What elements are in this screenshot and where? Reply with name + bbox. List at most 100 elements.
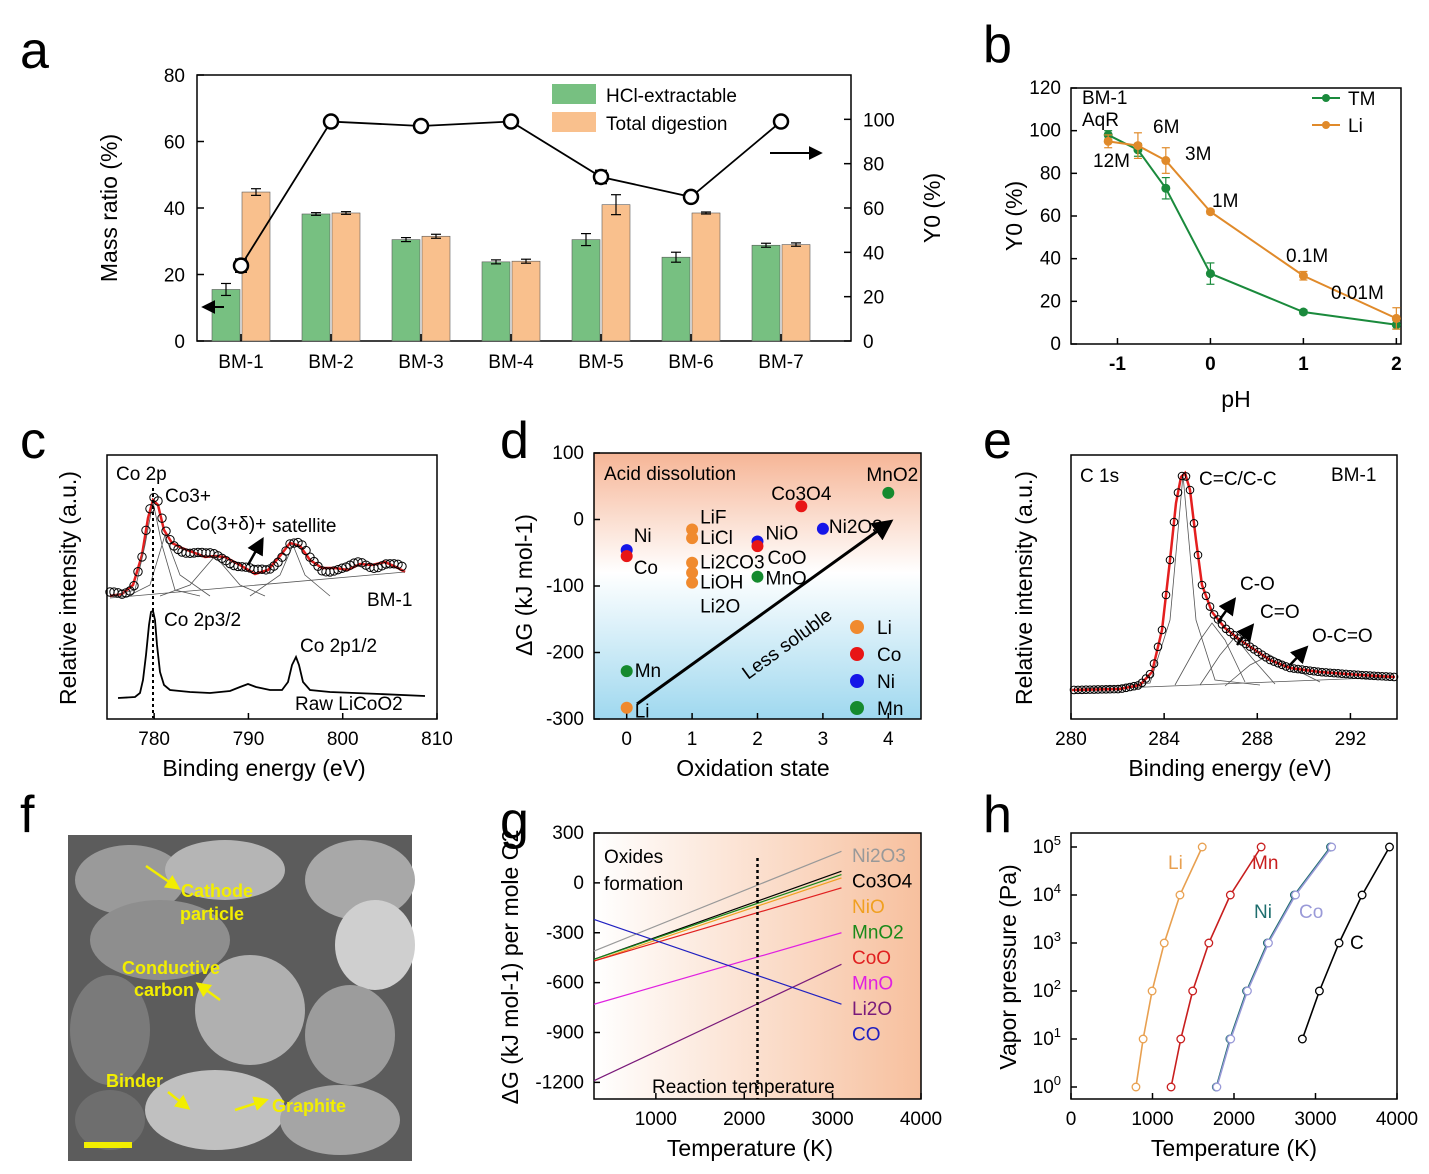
annot-aqr: AqR	[1082, 110, 1119, 131]
y-axis-label-g: ΔG (kJ mol-1) per mole O2	[497, 830, 523, 1105]
point-co	[620, 550, 633, 563]
ytick-label-g: -600	[546, 973, 584, 994]
ytick-label-b: 40	[1040, 249, 1061, 270]
legend-label-total: Total digestion	[606, 114, 727, 135]
panel-label-h: h	[983, 786, 1012, 844]
legend-label-mno: MnO	[852, 974, 893, 995]
baseline-c	[109, 571, 406, 599]
point-label: Li	[635, 702, 650, 723]
data-point-e	[1301, 665, 1311, 675]
panel-label-a: a	[20, 22, 49, 80]
ytick-label-g: 300	[552, 823, 584, 844]
annot-co2p32: Co 2p3/2	[164, 610, 241, 631]
chart-g: -1200 -900 -600 -300 0 300 1000 2000 3000 4000 Ox…	[497, 823, 942, 1161]
panel-label-c: c	[20, 412, 46, 470]
series-label-li: Li	[1168, 853, 1183, 874]
data-point-c	[141, 525, 151, 535]
point-li	[1391, 313, 1401, 323]
data-point-e	[1193, 550, 1203, 560]
panel-label-g: g	[500, 792, 529, 850]
annot-1m: 1M	[1212, 191, 1238, 212]
annot-co2p12: Co 2p1/2	[300, 636, 377, 657]
line-co	[1216, 846, 1333, 1088]
panel-label-b: b	[983, 16, 1012, 74]
point-label: Li2CO3	[700, 553, 764, 574]
data-point-e	[1157, 625, 1167, 635]
legend-label-co3o4: Co3O4	[852, 872, 913, 893]
plot-frame-h	[1070, 832, 1398, 1100]
y-axis-label-c: Relative intensity (a.u.)	[55, 471, 81, 705]
fit-component-3	[159, 555, 266, 597]
point-label: Co	[634, 558, 658, 579]
point-li	[1103, 136, 1113, 146]
data-point-c	[161, 526, 171, 536]
y0-point	[592, 168, 610, 186]
y2tick-label-a: 40	[863, 243, 884, 264]
panel-b-title: BM-1	[1082, 88, 1127, 109]
point-label: Li2O	[700, 597, 740, 618]
xtick-label-d: 1	[687, 729, 698, 750]
xtick-label-c: 780	[138, 729, 170, 750]
point-li	[1147, 986, 1157, 996]
point-label: Ni2O3	[829, 517, 883, 538]
ytick-label-h: 105	[1033, 833, 1061, 858]
plot-frame-e	[1070, 454, 1398, 720]
xtick-label-a: BM-2	[308, 352, 353, 373]
legend-label-hcl: HCl-extractable	[606, 86, 737, 107]
ytick-label-h: 101	[1033, 1025, 1061, 1050]
y-axis-label-e: Relative intensity (a.u.)	[1011, 471, 1037, 705]
plot-frame-c	[106, 454, 438, 720]
xtick-label-b: -1	[1109, 354, 1126, 375]
point-li2o	[686, 576, 699, 589]
data-point-c	[373, 562, 383, 573]
point-li	[1161, 156, 1171, 166]
line-mno2	[593, 873, 842, 960]
arrow-c-o-double	[1236, 623, 1255, 646]
y2tick-label-a: 20	[863, 288, 884, 309]
point-label: MnO	[766, 569, 807, 590]
point-co	[1212, 1082, 1222, 1092]
ytick-label-h: 100	[1033, 1073, 1061, 1098]
data-point-c	[281, 546, 291, 556]
sem-arrow-cathode	[145, 864, 181, 890]
particle-10	[280, 1085, 400, 1155]
point-c	[1385, 842, 1394, 852]
legend-label-ni: Ni	[877, 672, 895, 693]
point-li	[1133, 141, 1143, 151]
data-point-e	[1177, 471, 1187, 481]
bar-hcl	[211, 289, 241, 342]
line-nio	[593, 877, 842, 962]
data-point-e	[1289, 664, 1299, 673]
data-point-c	[145, 504, 155, 514]
xtick-label-h: 1000	[1131, 1109, 1173, 1130]
legend-label-co: CO	[852, 1025, 881, 1046]
xtick-label-a: BM-1	[218, 352, 263, 373]
xtick-label-d: 4	[883, 729, 894, 750]
data-point-c	[337, 563, 347, 573]
y0-point	[502, 113, 520, 130]
y-axis-label-b: Y0 (%)	[1001, 181, 1027, 251]
legend-label-tm: TM	[1348, 89, 1375, 110]
scale-bar	[84, 1142, 132, 1148]
point-c	[1334, 938, 1344, 948]
legend-marker-ni	[850, 674, 864, 688]
legend-label-co: Co	[877, 645, 901, 666]
y0-point	[772, 113, 790, 130]
legend-label-li: Li	[877, 618, 892, 639]
panel-label-e: e	[983, 412, 1012, 470]
ytick-label-g: -300	[546, 923, 584, 944]
point-c	[1314, 986, 1324, 996]
ytick-label-b: 60	[1040, 206, 1061, 227]
sem-arrow-binder	[167, 1091, 191, 1110]
x-axis-label-d: Oxidation state	[676, 755, 829, 781]
xtick-label-b: 2	[1391, 354, 1402, 375]
line-mno	[593, 932, 842, 1005]
data-point-e	[1117, 684, 1127, 693]
arrow-co	[1216, 597, 1237, 623]
bar-total	[421, 235, 451, 342]
point-mn	[1188, 986, 1198, 996]
annot-3m: 3M	[1185, 144, 1211, 165]
bar-hcl	[391, 239, 421, 342]
